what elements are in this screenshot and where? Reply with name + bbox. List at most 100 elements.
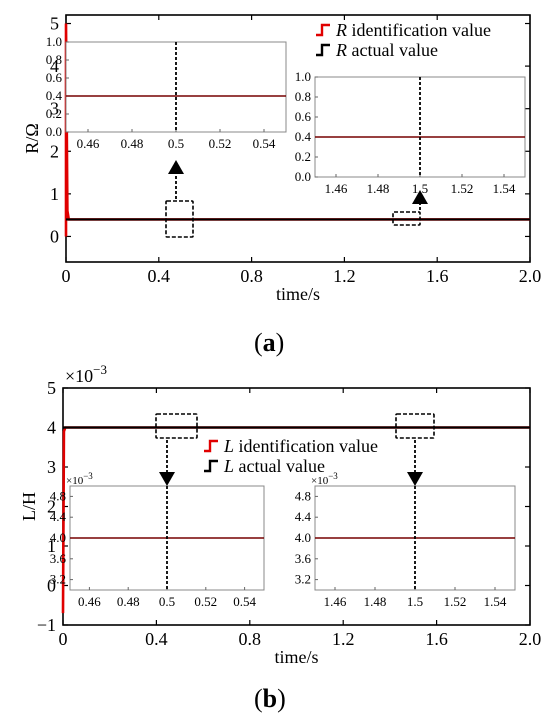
inset: 0.46 0.48 0.5 0.52 0.54 0.0 0.2 0.4 0.6 0.8 1.0: [46, 34, 287, 151]
legend-symbol: R: [335, 40, 347, 60]
inset-y-tick-label: 3.2: [50, 572, 66, 587]
inset-y-tick-label: 3.6: [50, 551, 67, 566]
legend-swatch: [316, 23, 330, 37]
legend-symbol: L: [223, 436, 234, 456]
axis-exponent-power: −3: [93, 362, 107, 377]
inset-y-tick-label: 4.4: [295, 509, 312, 524]
y-tick-label: 1: [47, 536, 56, 556]
x-tick-label: 2.0: [519, 629, 542, 649]
inset-x-tick-label: 1.54: [493, 181, 516, 196]
inset-x-tick-label: 0.52: [209, 136, 232, 151]
y-tick-label: 4: [47, 418, 56, 438]
y-tick-label: −1: [37, 615, 56, 635]
inset-y-tick-label: 0.0: [46, 124, 62, 139]
inset-exponent-power: −3: [83, 471, 93, 481]
y-tick-label: 2: [47, 497, 56, 517]
inset-x-tick-label: 0.46: [78, 594, 101, 609]
zoom-region-box: [155, 413, 198, 439]
inset-y-tick-label: 0.4: [295, 129, 312, 144]
y-axis-label: L/H: [19, 492, 39, 521]
inset-x-tick-label: 1.52: [444, 594, 467, 609]
inset-y-tick-label: 0.8: [46, 52, 62, 67]
y-tick-label: 3: [47, 457, 56, 477]
inset-x-tick-label: 1.5: [407, 594, 423, 609]
inset-x-tick-label: 1.48: [364, 594, 387, 609]
x-axis-label: time/s: [276, 284, 320, 304]
y-tick-label: 0: [47, 576, 56, 596]
inset-x-tick-label: 0.46: [77, 136, 100, 151]
zoom-arrow-head: [168, 160, 184, 174]
zoom-region-box: [392, 211, 421, 226]
inset-y-tick-label: 0.8: [295, 89, 311, 104]
inset-x-tick-label: 0.48: [117, 594, 140, 609]
inset-y-tick-label: 1.0: [295, 69, 311, 84]
legend-entry: R identification value: [335, 20, 491, 40]
zoom-arrow-head: [412, 190, 428, 204]
legend-symbol: L: [223, 456, 234, 476]
inset-y-tick-label: 0.2: [46, 106, 62, 121]
legend-text: identification value: [347, 20, 491, 40]
x-tick-label: 0.4: [145, 629, 168, 649]
legend-text: identification value: [234, 436, 378, 456]
zoom-arrow-head: [407, 472, 423, 486]
legend-entry: L identification value: [223, 436, 378, 456]
x-tick-label: 0.8: [240, 266, 263, 286]
inset-x-tick-label: 1.54: [484, 594, 507, 609]
x-tick-label: 0: [62, 266, 71, 286]
inset-x-tick-label: 1.46: [324, 594, 347, 609]
y-tick-label: 2: [50, 141, 59, 161]
inset-y-tick-label: 3.2: [295, 572, 311, 587]
inset-x-tick-label: 0.54: [233, 594, 256, 609]
legend-text: actual value: [234, 456, 325, 476]
zoom-region-box: [395, 413, 435, 439]
x-tick-label: 1.6: [425, 629, 448, 649]
inset-x-tick-label: 1.5: [412, 181, 428, 196]
y-tick-label: 4: [50, 56, 59, 76]
x-tick-label: 1.2: [333, 266, 356, 286]
panel-a-letter: a: [262, 328, 276, 357]
inset: 1.46 1.48 1.5 1.52 1.543.23.64.04.44.8×10−3: [295, 471, 516, 609]
inset-x-tick-label: 1.48: [367, 181, 390, 196]
legend-swatch: [204, 459, 218, 473]
inset-y-tick-label: 0.6: [46, 70, 63, 85]
x-tick-label: 1.2: [332, 629, 355, 649]
x-tick-label: 0.4: [148, 266, 171, 286]
panel-a-caption: (a): [254, 328, 285, 357]
inset-y-tick-label: 0.6: [295, 109, 312, 124]
y-tick-label: 1: [50, 184, 59, 204]
panel-b-caption: (b): [254, 684, 286, 713]
legend-swatch: [316, 43, 330, 57]
x-tick-label: 1.6: [426, 266, 449, 286]
inset: 0.46 0.48 0.5 0.52 0.54 3.2 3.6 4.0 4.4 4.8×10−3: [50, 471, 265, 609]
y-tick-label: 3: [50, 99, 59, 119]
inset-x-tick-label: 1.46: [325, 181, 348, 196]
inset-y-tick-label: 0.0: [295, 169, 311, 184]
panel-b-letter: b: [262, 684, 278, 713]
legend-entry: R actual value: [335, 40, 438, 60]
inset-x-tick-label: 0.52: [194, 594, 217, 609]
inset-x-tick-label: 0.54: [253, 136, 276, 151]
y-tick-label: 5: [47, 378, 56, 398]
zoom-region-box: [165, 200, 194, 238]
inset-exponent-power: −3: [328, 471, 338, 481]
y-axis-label: R/Ω: [22, 123, 42, 153]
inset-x-tick-label: 1.52: [451, 181, 474, 196]
inset-y-tick-label: 4.0: [50, 530, 66, 545]
inset-y-tick-label: 0.4: [46, 88, 63, 103]
legend-symbol: R: [335, 20, 347, 40]
legend-text: actual value: [347, 40, 438, 60]
y-tick-label: 0: [50, 226, 59, 246]
inset-y-tick-label: 3.6: [295, 551, 312, 566]
legend-swatch: [204, 439, 218, 453]
zoom-arrow-head: [159, 472, 175, 486]
inset-x-tick-label: 0.5: [168, 136, 184, 151]
x-axis-label: time/s: [275, 647, 319, 667]
chart-b: 0 0.4 0.8 1.2 1.6 2.0−1012345time/sL/H×10−30.…: [19, 362, 541, 667]
inset-y-tick-label: 4.0: [295, 530, 311, 545]
inset-y-tick-label: 0.2: [295, 149, 311, 164]
x-tick-label: 2.0: [519, 266, 542, 286]
inset-y-tick-label: 4.8: [50, 488, 66, 503]
